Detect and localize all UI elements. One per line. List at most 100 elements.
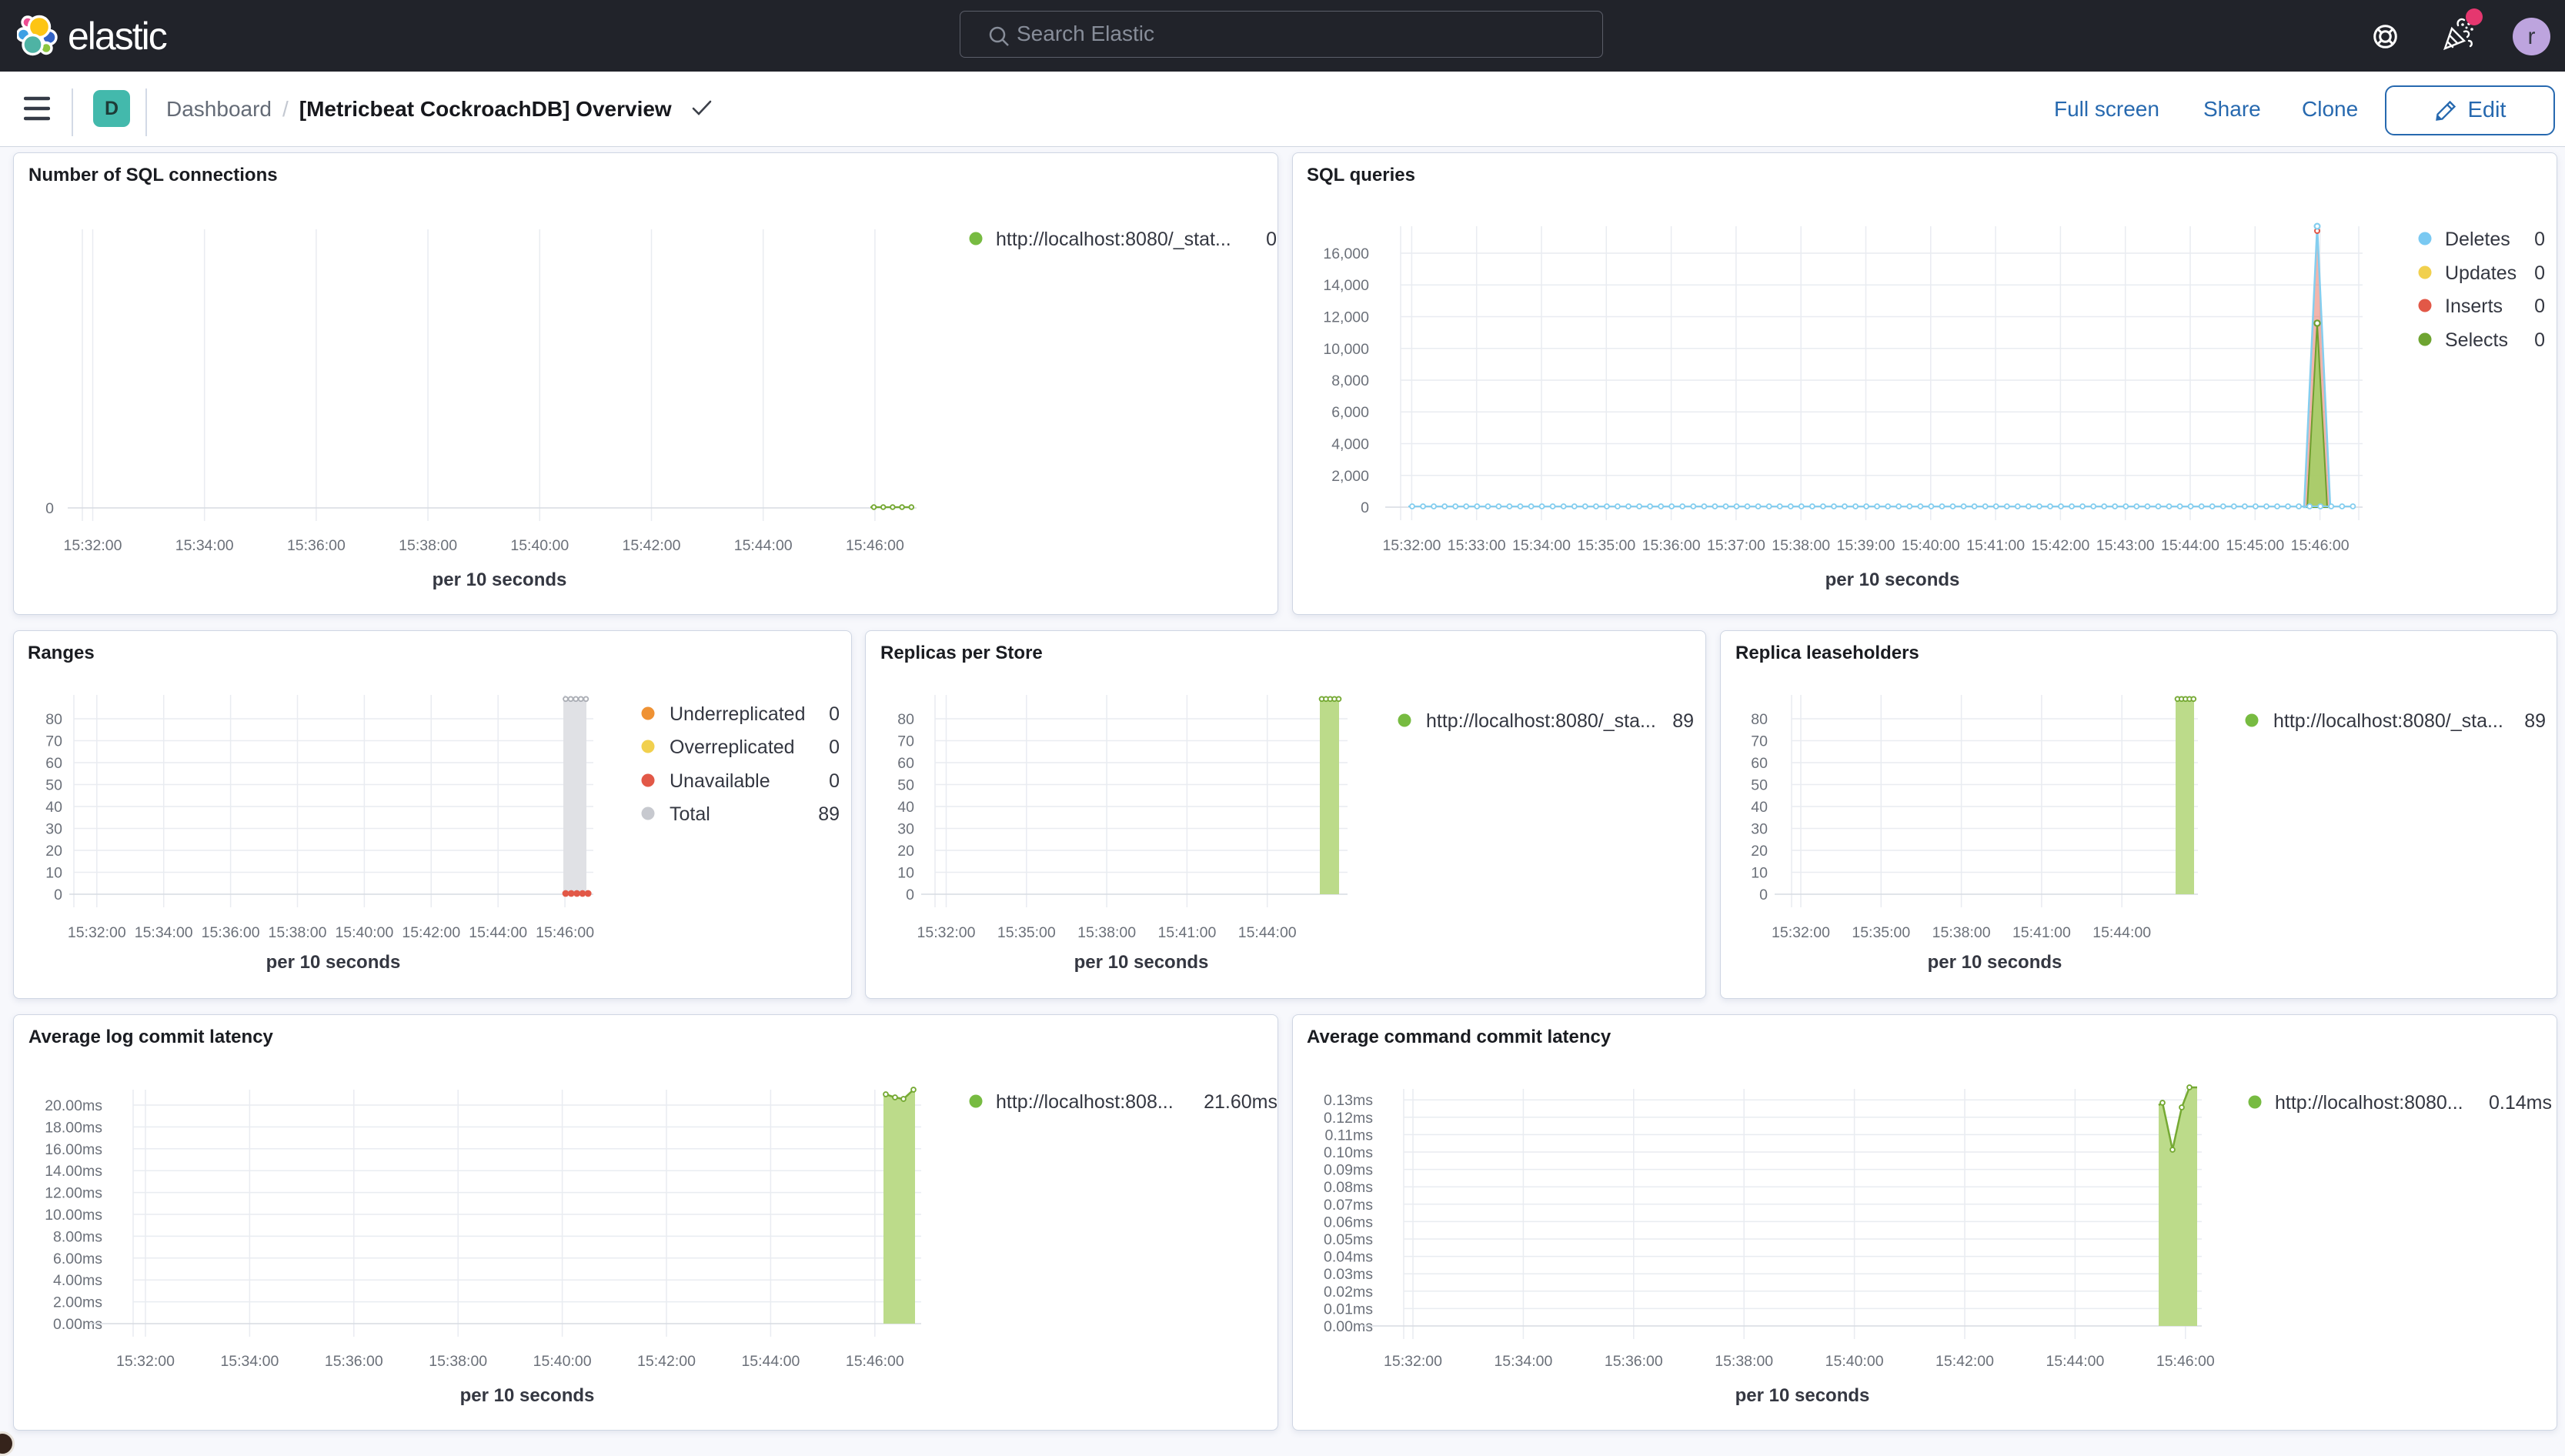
svg-text:Ranges: Ranges	[28, 643, 95, 663]
svg-text:15:34:00: 15:34:00	[1512, 537, 1571, 554]
svg-text:15:38:00: 15:38:00	[1077, 924, 1136, 941]
svg-text:0.06ms: 0.06ms	[1324, 1214, 1373, 1231]
svg-text:15:46:00: 15:46:00	[536, 924, 594, 941]
svg-text:15:42:00: 15:42:00	[623, 537, 681, 554]
svg-text:15:42:00: 15:42:00	[1935, 1353, 1994, 1370]
svg-text:15:42:00: 15:42:00	[402, 924, 460, 941]
svg-text:15:32:00: 15:32:00	[1384, 1353, 1442, 1370]
svg-text:15:36:00: 15:36:00	[325, 1353, 383, 1370]
svg-text:0.13ms: 0.13ms	[1324, 1092, 1373, 1109]
svg-text:40: 40	[1751, 799, 1768, 816]
svg-text:0.08ms: 0.08ms	[1324, 1179, 1373, 1196]
svg-text:15:34:00: 15:34:00	[135, 924, 193, 941]
svg-text:0.12ms: 0.12ms	[1324, 1110, 1373, 1127]
svg-text:15:46:00: 15:46:00	[2156, 1353, 2215, 1370]
svg-text:8.00ms: 8.00ms	[53, 1228, 102, 1245]
svg-text:15:38:00: 15:38:00	[429, 1353, 487, 1370]
svg-text:89: 89	[1672, 710, 1694, 732]
svg-text:Underreplicated: Underreplicated	[670, 703, 806, 725]
svg-text:0.03ms: 0.03ms	[1324, 1266, 1373, 1283]
svg-text:30: 30	[897, 821, 914, 838]
svg-text:4.00ms: 4.00ms	[53, 1272, 102, 1289]
svg-text:80: 80	[897, 711, 914, 728]
svg-text:14,000: 14,000	[1323, 277, 1369, 294]
svg-text:6.00ms: 6.00ms	[53, 1251, 102, 1267]
svg-text:15:41:00: 15:41:00	[1157, 924, 1216, 941]
svg-text:http://localhost:8080...: http://localhost:8080...	[2275, 1092, 2463, 1114]
svg-text:0: 0	[906, 887, 914, 903]
svg-text:60: 60	[1751, 755, 1768, 772]
svg-text:20: 20	[1751, 843, 1768, 860]
svg-text:2,000: 2,000	[1331, 468, 1369, 485]
svg-text:15:44:00: 15:44:00	[1238, 924, 1297, 941]
svg-text:15:32:00: 15:32:00	[68, 924, 126, 941]
svg-text:15:32:00: 15:32:00	[917, 924, 976, 941]
svg-text:12.00ms: 12.00ms	[45, 1185, 102, 1202]
svg-text:15:34:00: 15:34:00	[1494, 1353, 1552, 1370]
svg-text:15:42:00: 15:42:00	[637, 1353, 696, 1370]
svg-text:Total: Total	[670, 803, 710, 825]
svg-text:0.04ms: 0.04ms	[1324, 1249, 1373, 1266]
svg-text:15:34:00: 15:34:00	[175, 537, 234, 554]
svg-text:10: 10	[897, 865, 914, 882]
svg-text:0.00ms: 0.00ms	[53, 1316, 102, 1333]
svg-text:15:34:00: 15:34:00	[220, 1353, 279, 1370]
svg-text:0.11ms: 0.11ms	[1325, 1127, 1374, 1144]
svg-text:0: 0	[2534, 329, 2545, 351]
svg-text:15:44:00: 15:44:00	[469, 924, 527, 941]
svg-text:0.09ms: 0.09ms	[1324, 1162, 1373, 1179]
svg-text:per 10 seconds: per 10 seconds	[1074, 952, 1209, 973]
svg-text:15:46:00: 15:46:00	[2291, 537, 2350, 554]
svg-text:20.00ms: 20.00ms	[45, 1097, 102, 1114]
svg-text:15:40:00: 15:40:00	[1825, 1353, 1884, 1370]
svg-text:10.00ms: 10.00ms	[45, 1207, 102, 1224]
svg-text:15:33:00: 15:33:00	[1448, 537, 1506, 554]
svg-text:20: 20	[897, 843, 914, 860]
svg-text:15:36:00: 15:36:00	[287, 537, 346, 554]
svg-text:15:38:00: 15:38:00	[1772, 537, 1830, 554]
svg-text:15:35:00: 15:35:00	[997, 924, 1056, 941]
svg-text:20: 20	[45, 843, 62, 860]
svg-text:15:36:00: 15:36:00	[1605, 1353, 1663, 1370]
svg-text:Number of SQL connections: Number of SQL connections	[28, 165, 278, 185]
svg-text:15:46:00: 15:46:00	[846, 1353, 904, 1370]
svg-text:15:32:00: 15:32:00	[1772, 924, 1830, 941]
svg-text:15:45:00: 15:45:00	[2226, 537, 2284, 554]
svg-text:15:32:00: 15:32:00	[1382, 537, 1441, 554]
svg-text:30: 30	[45, 821, 62, 838]
svg-text:SQL queries: SQL queries	[1307, 165, 1415, 185]
svg-text:Replica leaseholders: Replica leaseholders	[1735, 643, 1919, 663]
svg-text:15:32:00: 15:32:00	[64, 537, 122, 554]
svg-text:15:36:00: 15:36:00	[1642, 537, 1701, 554]
svg-text:15:36:00: 15:36:00	[202, 924, 260, 941]
svg-text:15:40:00: 15:40:00	[533, 1353, 592, 1370]
svg-text:80: 80	[45, 711, 62, 728]
svg-text:89: 89	[818, 803, 840, 825]
svg-text:0: 0	[2534, 296, 2545, 317]
svg-text:http://localhost:8080/_sta...: http://localhost:8080/_sta...	[1426, 710, 1656, 732]
svg-text:10,000: 10,000	[1323, 341, 1369, 358]
svg-text:15:37:00: 15:37:00	[1707, 537, 1765, 554]
svg-text:15:44:00: 15:44:00	[2161, 537, 2219, 554]
svg-text:per 10 seconds: per 10 seconds	[266, 952, 401, 973]
svg-text:15:46:00: 15:46:00	[846, 537, 904, 554]
svg-text:15:44:00: 15:44:00	[2046, 1353, 2104, 1370]
svg-text:80: 80	[1751, 711, 1768, 728]
svg-text:10: 10	[1751, 865, 1768, 882]
svg-text:0: 0	[2534, 229, 2545, 250]
svg-text:15:44:00: 15:44:00	[734, 537, 793, 554]
svg-text:per 10 seconds: per 10 seconds	[433, 569, 567, 590]
svg-text:21.60ms: 21.60ms	[1204, 1091, 1277, 1113]
svg-text:14.00ms: 14.00ms	[45, 1163, 102, 1180]
svg-text:89: 89	[2524, 710, 2546, 732]
svg-text:Unavailable: Unavailable	[670, 770, 770, 792]
svg-text:per 10 seconds: per 10 seconds	[1825, 569, 1960, 590]
svg-text:15:38:00: 15:38:00	[269, 924, 327, 941]
svg-text:4,000: 4,000	[1331, 436, 1369, 453]
svg-text:8,000: 8,000	[1331, 372, 1369, 389]
svg-text:10: 10	[45, 865, 62, 882]
svg-text:50: 50	[1751, 777, 1768, 794]
svg-text:15:41:00: 15:41:00	[1966, 537, 2025, 554]
svg-text:0: 0	[829, 703, 840, 725]
svg-text:2.00ms: 2.00ms	[53, 1294, 102, 1311]
